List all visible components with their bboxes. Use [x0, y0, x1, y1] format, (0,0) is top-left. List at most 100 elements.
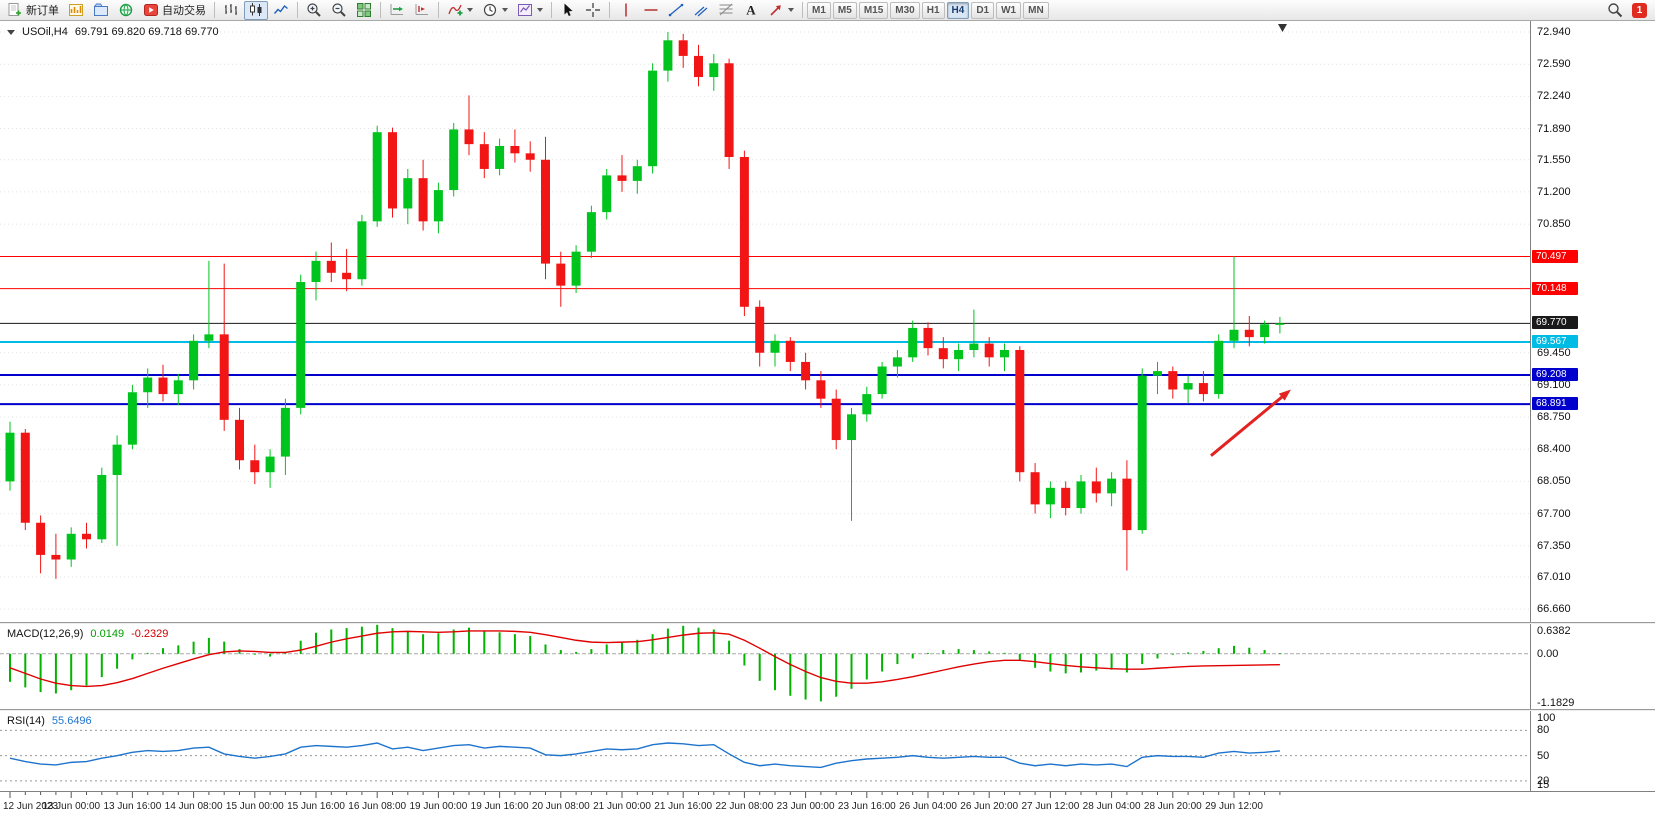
notification-badge[interactable]: 1	[1632, 2, 1647, 18]
macd-signal-line	[9, 630, 1280, 688]
time-axis-label: 21 Jun 00:00	[593, 801, 651, 812]
rsi-panel[interactable]	[0, 711, 1530, 791]
price-tick-label: 66.660	[1537, 603, 1571, 616]
indicators-button[interactable]	[443, 1, 477, 20]
vertical-line-button[interactable]	[614, 1, 638, 20]
candle	[586, 205, 596, 259]
rsi-line	[9, 742, 1280, 769]
one-click-trading-icon[interactable]	[7, 29, 15, 35]
time-axis-label: 13 Jun 16:00	[103, 801, 162, 812]
fibonacci-button[interactable]	[714, 1, 738, 20]
charts-window-button[interactable]	[64, 1, 88, 20]
shiftend-icon	[415, 4, 428, 15]
search-button[interactable]	[1603, 1, 1627, 20]
candle	[296, 274, 306, 415]
price-tick-label: 69.100	[1537, 378, 1571, 391]
panel-divider[interactable]	[0, 709, 1655, 711]
candle	[189, 334, 199, 390]
arrow-annotation-line[interactable]	[1210, 394, 1285, 457]
macd-label: MACD(12,26,9) 0.0149 -0.2329	[7, 628, 168, 640]
candle	[984, 337, 994, 367]
timeframe-button-h1[interactable]: H1	[921, 1, 945, 19]
main-chart-panel[interactable]	[0, 21, 1530, 622]
macd-scale-label: -1.1829	[1537, 697, 1575, 709]
toolbar-separator	[214, 2, 215, 18]
tile-windows-button[interactable]	[352, 1, 376, 20]
timeframe-button-h4[interactable]: H4	[946, 1, 970, 19]
zoom-in-button[interactable]	[302, 1, 326, 20]
candle	[388, 127, 397, 218]
axis-divider	[0, 791, 1655, 792]
candle	[678, 33, 688, 68]
cursor-button[interactable]	[556, 1, 580, 20]
price-tick-label: 71.200	[1537, 185, 1571, 198]
timeframe-button-w1[interactable]: W1	[996, 1, 1022, 19]
price-tick-label: 67.350	[1537, 539, 1571, 552]
hline-icon	[644, 9, 658, 11]
timeframe-button-m5[interactable]: M5	[832, 1, 857, 19]
dropdown-caret-icon	[537, 8, 543, 12]
candle	[66, 527, 76, 567]
channel-icon	[694, 6, 708, 17]
mql5-community-button[interactable]	[114, 1, 138, 20]
price-scale[interactable]: 72.940 72.590 72.240 71.890 71.550 71.200 70.8…	[1530, 21, 1655, 791]
zoom-out-button[interactable]	[327, 1, 351, 20]
candle	[770, 334, 780, 367]
time-axis-label: 12 Jun 2023	[3, 801, 59, 812]
dropdown-caret-icon	[467, 8, 473, 12]
candlestick-chart-button[interactable]	[244, 0, 268, 20]
toolbar-separator	[551, 2, 552, 18]
barchart-icon	[225, 4, 237, 15]
svg-text:A: A	[746, 3, 756, 18]
candle	[541, 136, 550, 280]
auto-scroll-button[interactable]	[385, 1, 409, 20]
candle	[831, 389, 841, 450]
candle	[877, 361, 887, 399]
time-axis-label: 15 Jun 00:00	[225, 801, 284, 812]
time-axis-ticks	[9, 792, 1281, 798]
chart-shift-button[interactable]	[410, 1, 434, 20]
macd-panel[interactable]	[0, 624, 1530, 709]
price-tick-label: 71.550	[1537, 153, 1571, 166]
arrows-button[interactable]	[764, 1, 798, 20]
time-axis[interactable]: 12 Jun 2023 13 Jun 00:00 13 Jun 16:00 14 Ju…	[0, 792, 1655, 827]
chart-window: 72.940 72.590 72.240 71.890 71.550 71.200 70.8…	[0, 21, 1655, 827]
time-axis-label: 26 Jun 20:00	[960, 801, 1019, 812]
panel-divider[interactable]	[0, 622, 1655, 624]
crosshair-button[interactable]	[581, 1, 605, 20]
candle	[280, 398, 290, 475]
channel-button[interactable]	[689, 1, 713, 20]
autotrading-button[interactable]: 自动交易	[139, 1, 210, 20]
timeframe-button-mn[interactable]: MN	[1023, 1, 1049, 19]
timeframe-button-d1[interactable]: D1	[971, 1, 995, 19]
rsi-scale-label: 15	[1537, 779, 1550, 791]
bar-chart-button[interactable]	[219, 1, 243, 20]
new-order-button-label: 新订单	[26, 5, 59, 17]
trendline-button[interactable]	[664, 1, 688, 20]
time-axis-label: 27 Jun 12:00	[1021, 801, 1080, 812]
line-chart-button[interactable]	[269, 1, 293, 20]
candle	[525, 141, 535, 172]
candle	[663, 32, 673, 82]
chart-shift-marker[interactable]	[1278, 24, 1287, 32]
text-button[interactable]: A	[739, 1, 763, 20]
templates-button[interactable]	[513, 1, 547, 20]
timeframe-button-m15[interactable]: M15	[858, 1, 889, 19]
time-axis-label: 21 Jun 16:00	[654, 801, 713, 812]
profiles-button[interactable]	[89, 1, 113, 20]
candle	[219, 263, 229, 431]
time-axis-label: 28 Jun 04:00	[1082, 801, 1141, 812]
candle	[433, 182, 443, 234]
price-tick-label: 72.940	[1537, 26, 1571, 39]
timeframe-button-m30[interactable]: M30	[890, 1, 920, 19]
timeframe-button-m1[interactable]: M1	[807, 1, 831, 19]
horizontal-line-button[interactable]	[639, 1, 663, 20]
periods-button[interactable]	[478, 1, 512, 20]
candle	[1183, 375, 1193, 404]
price-level-badge: 68.891	[1532, 397, 1578, 411]
time-axis-label: 19 Jun 00:00	[409, 801, 468, 812]
candles	[5, 32, 1285, 579]
candle	[816, 371, 826, 408]
new-order-button[interactable]: 新订单	[3, 1, 63, 20]
time-axis-label: 20 Jun 08:00	[531, 801, 590, 812]
